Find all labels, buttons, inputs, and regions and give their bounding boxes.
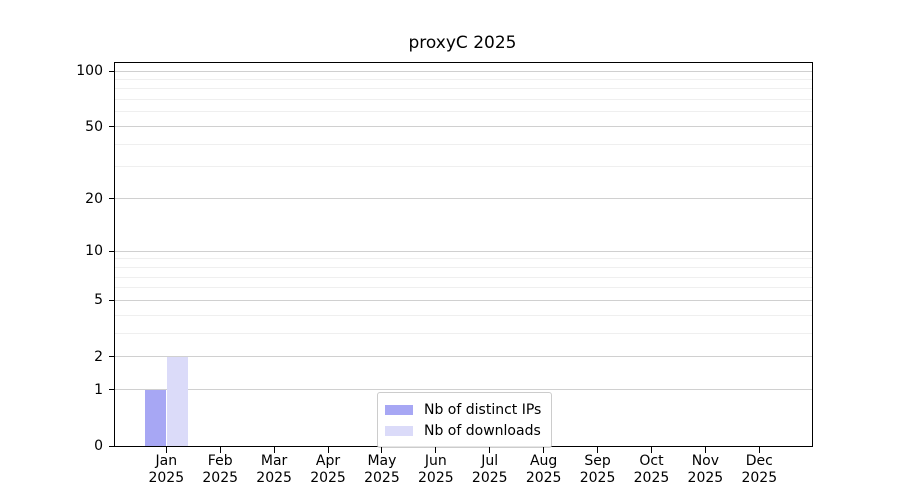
x-tick-mark <box>489 447 491 453</box>
x-tick-label: Mar 2025 <box>242 453 306 487</box>
legend-swatch-downloads <box>385 425 413 436</box>
x-tick-label: Jun 2025 <box>404 453 468 487</box>
y-tick-mark <box>109 126 114 128</box>
y-gridline-minor <box>115 111 812 113</box>
x-tick-month: Jan <box>155 453 178 469</box>
x-tick-label: Dec 2025 <box>727 453 791 487</box>
x-tick-month: May <box>367 453 397 469</box>
x-tick-label: Feb 2025 <box>188 453 252 487</box>
y-tick-mark <box>109 198 114 200</box>
y-gridline-minor <box>115 143 812 145</box>
x-tick-year: 2025 <box>148 470 185 486</box>
x-tick-year: 2025 <box>633 470 670 486</box>
x-tick-month: Sep <box>584 453 611 469</box>
y-gridline-major <box>115 198 812 200</box>
x-tick-month: Apr <box>315 453 341 469</box>
x-tick-label: Apr 2025 <box>296 453 360 487</box>
y-gridline-minor <box>115 78 812 80</box>
x-tick-year: 2025 <box>256 470 292 486</box>
y-tick-label: 1 <box>94 381 103 398</box>
chart-title: proxyC 2025 <box>408 33 517 53</box>
x-tick-label: Jan 2025 <box>134 453 198 487</box>
x-tick-mark <box>543 447 545 453</box>
x-tick-year: 2025 <box>202 470 239 486</box>
x-tick-year: 2025 <box>418 470 454 486</box>
y-tick-label: 2 <box>94 348 103 365</box>
y-tick-mark <box>109 389 114 391</box>
x-tick-mark <box>650 447 652 453</box>
x-tick-month: Jul <box>481 453 499 469</box>
x-tick-mark <box>273 447 275 453</box>
x-tick-mark <box>704 447 706 453</box>
x-tick-label: Aug 2025 <box>512 453 576 487</box>
x-tick-label: Oct 2025 <box>619 453 683 487</box>
y-tick-mark <box>109 70 114 72</box>
x-tick-year: 2025 <box>364 470 400 486</box>
x-tick-year: 2025 <box>471 470 508 486</box>
y-tick-label: 50 <box>85 118 103 135</box>
x-tick-year: 2025 <box>525 470 562 486</box>
y-gridline-minor <box>115 314 812 316</box>
x-tick-month: Mar <box>260 453 288 469</box>
y-gridline-minor <box>115 258 812 260</box>
y-gridline-major <box>115 389 812 391</box>
y-gridline-minor <box>115 166 812 168</box>
y-tick-label: 0 <box>94 438 103 454</box>
y-gridline-major <box>115 126 812 128</box>
y-gridline-major <box>115 250 812 252</box>
y-gridline-minor <box>115 287 812 289</box>
y-gridline-major <box>115 299 812 301</box>
y-gridline-major <box>115 356 812 358</box>
y-tick-mark <box>109 250 114 252</box>
x-tick-year: 2025 <box>579 470 616 486</box>
x-tick-mark <box>165 447 167 453</box>
y-gridline-major <box>115 70 812 72</box>
y-tick-label: 10 <box>85 243 103 260</box>
x-tick-month: Aug <box>529 453 558 469</box>
x-tick-mark <box>758 447 760 453</box>
x-tick-mark <box>597 447 599 453</box>
x-tick-month: Jun <box>424 453 447 469</box>
x-tick-month: Feb <box>207 453 233 469</box>
legend-label-downloads: Nb of downloads <box>424 422 541 439</box>
y-tick-mark <box>109 299 114 301</box>
bar-distinct-ips <box>144 389 166 446</box>
legend: Nb of distinct IPs Nb of downloads <box>377 392 553 448</box>
x-tick-year: 2025 <box>687 470 724 486</box>
legend-swatch-distinct-ips <box>385 404 413 415</box>
y-gridline-minor <box>115 276 812 278</box>
x-tick-month: Dec <box>745 453 773 469</box>
y-tick-mark <box>109 356 114 358</box>
x-tick-label: Nov 2025 <box>673 453 737 487</box>
y-gridline-minor <box>115 266 812 268</box>
y-gridline-minor <box>115 332 812 334</box>
plot-area: Nb of distinct IPs Nb of downloads 0 1 2 5 1… <box>76 62 813 486</box>
x-tick-mark <box>219 447 221 453</box>
y-tick-label: 100 <box>76 63 103 79</box>
x-tick-month: Oct <box>639 453 664 469</box>
x-tick-mark <box>435 447 437 453</box>
y-tick-label: 20 <box>85 190 103 207</box>
x-tick-month: Nov <box>691 453 720 469</box>
x-tick-mark <box>381 447 383 453</box>
legend-row-downloads: Nb of downloads <box>385 421 541 440</box>
x-tick-label: Jul 2025 <box>458 453 522 487</box>
y-gridline-minor <box>115 99 812 101</box>
x-tick-year: 2025 <box>310 470 346 486</box>
y-tick-label: 5 <box>94 292 103 309</box>
legend-label-distinct-ips: Nb of distinct IPs <box>424 401 542 418</box>
x-tick-label: May 2025 <box>350 453 414 487</box>
x-tick-mark <box>327 447 329 453</box>
y-tick-mark <box>109 445 114 447</box>
x-tick-year: 2025 <box>741 470 778 486</box>
y-gridline-minor <box>115 88 812 90</box>
legend-row-distinct-ips: Nb of distinct IPs <box>385 400 541 419</box>
bar-downloads <box>166 356 188 446</box>
x-tick-label: Sep 2025 <box>566 453 630 487</box>
